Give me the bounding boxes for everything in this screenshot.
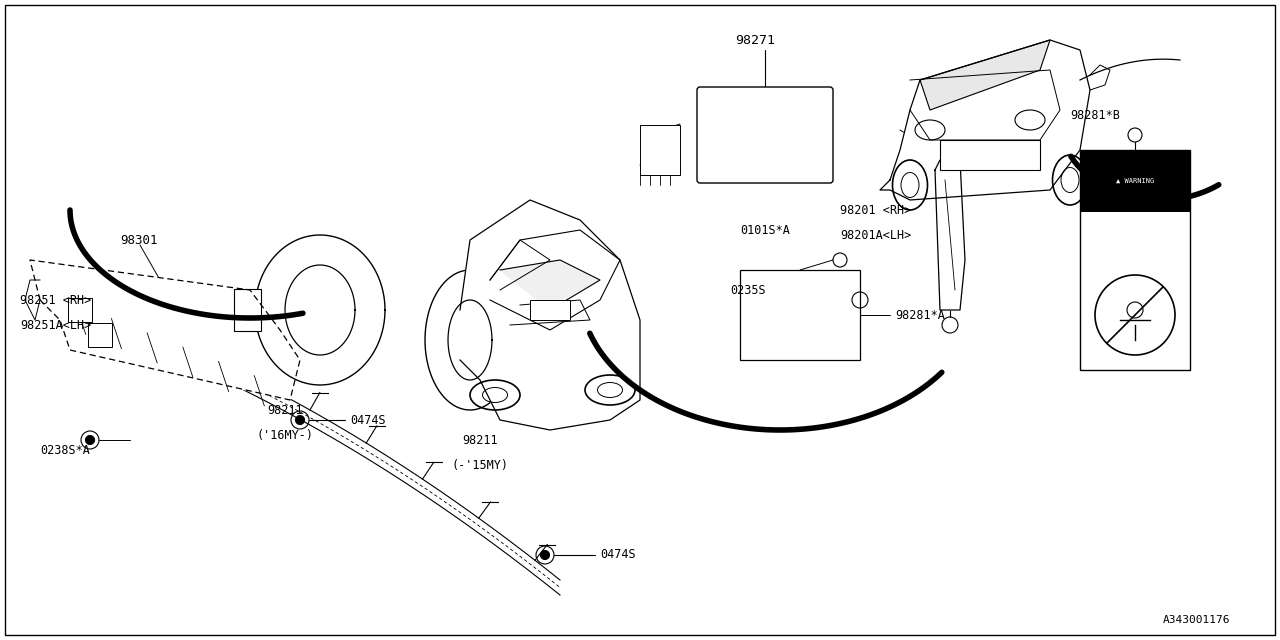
Text: 0474S: 0474S: [600, 548, 636, 561]
Polygon shape: [920, 40, 1050, 110]
Polygon shape: [460, 200, 640, 430]
Circle shape: [540, 550, 549, 559]
Text: (-'15MY): (-'15MY): [452, 458, 508, 472]
Text: 0101S*A: 0101S*A: [740, 223, 790, 237]
Circle shape: [296, 415, 305, 424]
Polygon shape: [934, 160, 965, 310]
Polygon shape: [425, 270, 515, 410]
Polygon shape: [255, 235, 385, 385]
Bar: [530, 300, 570, 320]
Bar: [88, 323, 113, 347]
Text: 98211: 98211: [462, 433, 498, 447]
Circle shape: [86, 435, 95, 445]
Text: 0235S: 0235S: [730, 284, 765, 296]
Bar: [68, 298, 92, 322]
Text: 98211: 98211: [268, 403, 303, 417]
Text: 98271: 98271: [735, 33, 774, 47]
Text: 98301: 98301: [120, 234, 157, 246]
FancyBboxPatch shape: [698, 87, 833, 183]
Text: 0238S*A: 0238S*A: [40, 444, 90, 456]
Text: ('16MY-): ('16MY-): [256, 429, 314, 442]
Bar: [940, 140, 1039, 170]
Text: ▲ WARNING: ▲ WARNING: [1116, 178, 1155, 184]
Text: 98251A<LH>: 98251A<LH>: [20, 319, 91, 332]
Polygon shape: [881, 40, 1091, 200]
Text: 98201 <RH>: 98201 <RH>: [840, 204, 911, 216]
Polygon shape: [500, 260, 600, 310]
Text: 0474S: 0474S: [349, 413, 385, 426]
Bar: [740, 270, 860, 360]
Bar: [1080, 150, 1190, 212]
Text: 98281*A: 98281*A: [895, 308, 945, 321]
FancyBboxPatch shape: [234, 289, 261, 331]
Bar: [640, 125, 680, 175]
Bar: [1080, 150, 1190, 370]
Text: 98281*B: 98281*B: [1070, 109, 1120, 122]
Polygon shape: [29, 260, 300, 400]
Text: 98201A<LH>: 98201A<LH>: [840, 228, 911, 241]
Text: 98251 <RH>: 98251 <RH>: [20, 294, 91, 307]
Text: A343001176: A343001176: [1162, 615, 1230, 625]
